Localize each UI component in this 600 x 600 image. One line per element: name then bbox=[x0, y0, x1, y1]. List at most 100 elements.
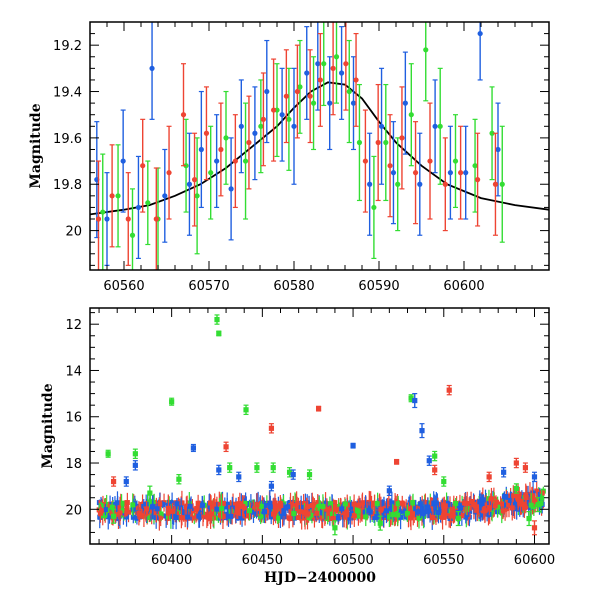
data-point bbox=[140, 118, 146, 213]
data-point bbox=[346, 39, 352, 144]
cloud-point bbox=[374, 510, 380, 522]
x-tick-label: 60590 bbox=[358, 279, 399, 294]
data-point bbox=[513, 483, 519, 494]
cloud-point bbox=[381, 496, 387, 515]
data-point bbox=[441, 476, 447, 487]
cloud-point bbox=[500, 503, 506, 519]
data-point bbox=[190, 443, 197, 453]
data-point bbox=[125, 172, 131, 266]
data-point bbox=[432, 464, 438, 476]
data-point bbox=[208, 125, 214, 220]
data-point bbox=[408, 394, 414, 403]
cloud-point bbox=[283, 504, 289, 511]
cloud-point bbox=[150, 495, 156, 518]
data-point bbox=[104, 172, 110, 266]
x-tick-label: 60580 bbox=[273, 279, 314, 294]
data-point bbox=[426, 455, 432, 466]
cloud-point bbox=[355, 508, 361, 515]
x-tick-label: 60400 bbox=[151, 553, 192, 568]
cloud-point bbox=[160, 500, 166, 509]
cloud-point bbox=[247, 500, 253, 521]
cloud-point bbox=[174, 498, 180, 510]
cloud-point bbox=[320, 494, 326, 519]
cloud-point bbox=[122, 510, 128, 518]
y-tick-label: 19.8 bbox=[53, 178, 82, 193]
data-point bbox=[129, 188, 136, 270]
data-point bbox=[232, 114, 238, 209]
cloud-point bbox=[109, 502, 115, 513]
data-point bbox=[120, 109, 126, 213]
cloud-point bbox=[498, 498, 504, 510]
data-point bbox=[132, 460, 138, 471]
cloud-point bbox=[415, 507, 421, 516]
cloud-point bbox=[297, 500, 303, 524]
cloud-point bbox=[319, 509, 325, 516]
cloud-point bbox=[379, 499, 385, 506]
bottom-panel-frame bbox=[89, 307, 550, 545]
data-point bbox=[145, 160, 151, 246]
data-point bbox=[408, 63, 414, 167]
data-point bbox=[399, 86, 405, 190]
data-point bbox=[227, 462, 233, 473]
data-point bbox=[310, 56, 317, 151]
cloud-point bbox=[186, 492, 192, 516]
cloud-point bbox=[298, 495, 304, 520]
data-point bbox=[437, 67, 443, 185]
data-point bbox=[350, 56, 357, 151]
data-point bbox=[115, 144, 121, 248]
data-point bbox=[442, 137, 448, 232]
data-point bbox=[315, 22, 321, 111]
cloud-point bbox=[258, 508, 264, 525]
x-tick-label: 60600 bbox=[514, 553, 555, 568]
cloud-point bbox=[344, 508, 350, 516]
data-point bbox=[243, 404, 249, 416]
data-point bbox=[387, 114, 393, 218]
cloud-point bbox=[205, 512, 211, 522]
cloud-point bbox=[240, 496, 246, 517]
data-point bbox=[362, 109, 368, 213]
cloud-point bbox=[220, 509, 226, 524]
data-point bbox=[306, 469, 313, 480]
data-point bbox=[110, 508, 117, 524]
data-point bbox=[522, 462, 529, 473]
cloud-point bbox=[342, 498, 348, 510]
cloud-point bbox=[165, 495, 171, 521]
data-point bbox=[153, 167, 159, 270]
cloud-point bbox=[324, 498, 330, 521]
data-point bbox=[489, 86, 495, 181]
data-point bbox=[386, 485, 392, 497]
cloud-point bbox=[515, 496, 521, 508]
cloud-point bbox=[370, 500, 376, 507]
data-point bbox=[458, 125, 464, 220]
cloud-point bbox=[453, 497, 459, 510]
model-curve bbox=[90, 81, 549, 216]
bottom-x-axis-label: HJD−2400000 bbox=[264, 570, 376, 586]
data-point bbox=[419, 423, 425, 439]
data-point bbox=[216, 464, 222, 476]
cloud-point bbox=[102, 503, 108, 516]
cloud-point bbox=[314, 507, 320, 519]
data-point bbox=[279, 67, 285, 162]
y-tick-label: 12 bbox=[65, 318, 82, 333]
data-point bbox=[123, 476, 129, 487]
cloud-point bbox=[333, 504, 339, 515]
cloud-point bbox=[509, 495, 515, 521]
y-tick-label: 19.4 bbox=[53, 86, 82, 101]
data-point bbox=[356, 83, 363, 202]
data-point bbox=[423, 22, 429, 102]
data-point bbox=[455, 511, 461, 527]
cloud-point bbox=[207, 494, 213, 512]
data-point bbox=[238, 79, 244, 174]
data-point bbox=[105, 449, 111, 458]
cloud-point bbox=[359, 501, 365, 520]
cloud-point bbox=[316, 496, 322, 517]
data-point bbox=[176, 473, 182, 485]
cloud-point bbox=[471, 495, 477, 514]
data-point bbox=[169, 397, 175, 406]
cloud-point bbox=[272, 498, 278, 514]
cloud-point bbox=[220, 500, 226, 506]
cloud-point bbox=[523, 483, 529, 507]
data-point bbox=[321, 22, 327, 107]
data-point bbox=[268, 480, 275, 492]
